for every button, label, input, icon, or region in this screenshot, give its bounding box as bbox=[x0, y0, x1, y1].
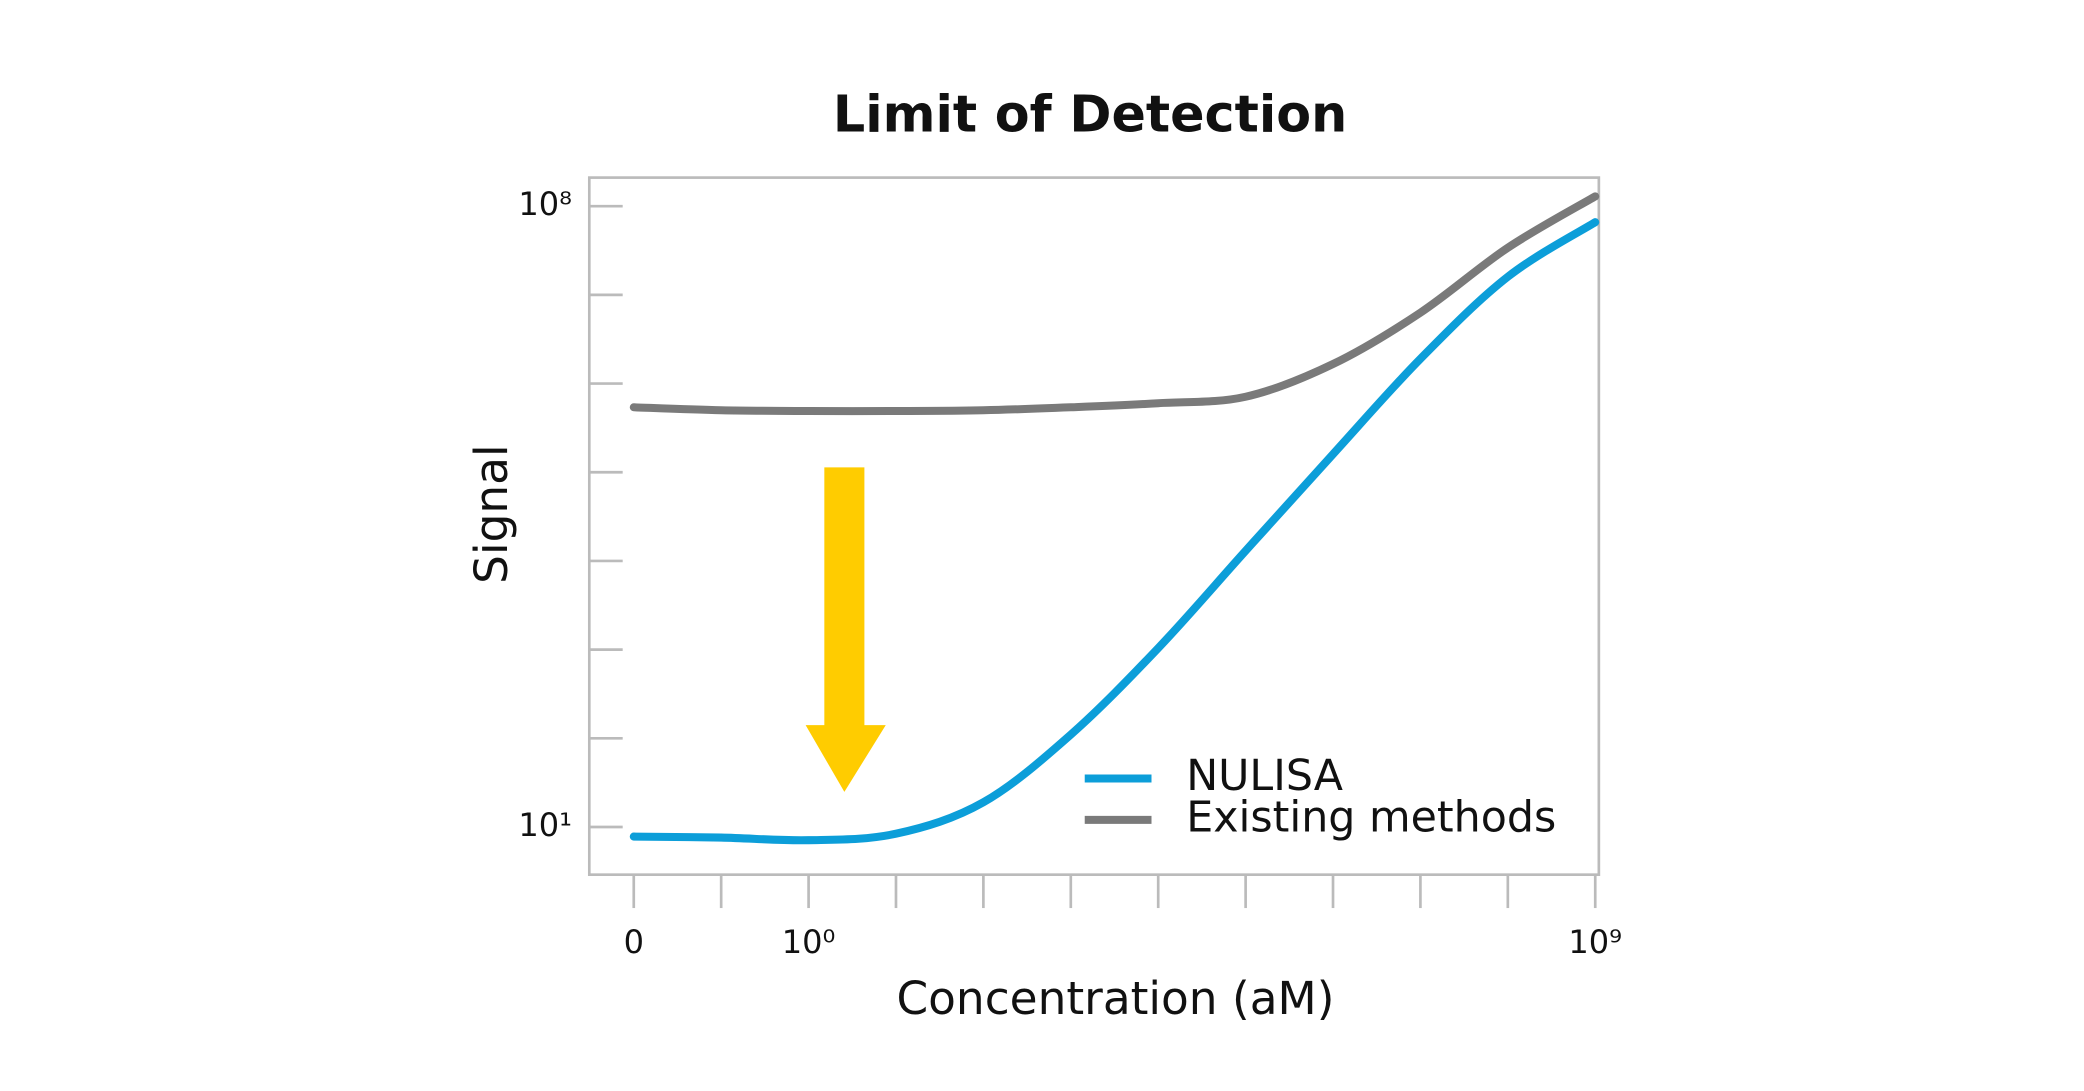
legend-label: Existing methods bbox=[1186, 792, 1556, 842]
x-axis-label: Concentration (aM) bbox=[896, 972, 1334, 1025]
series-line bbox=[629, 218, 1600, 845]
y-axis-label: Signal bbox=[465, 444, 518, 583]
series-line bbox=[629, 192, 1600, 416]
arrow bbox=[805, 467, 886, 792]
chart-title: Limit of Detection bbox=[833, 85, 1347, 144]
legend-label: NULISA bbox=[1186, 751, 1343, 801]
x-tick-label: 10⁹ bbox=[1568, 923, 1622, 961]
plot-frame bbox=[587, 176, 1601, 877]
x-tick-label: 0 bbox=[624, 923, 644, 961]
x-tick-label: 10⁰ bbox=[782, 923, 836, 961]
y-tick-label: 10⁸ bbox=[518, 185, 572, 223]
y-tick-label: 10¹ bbox=[518, 806, 572, 844]
